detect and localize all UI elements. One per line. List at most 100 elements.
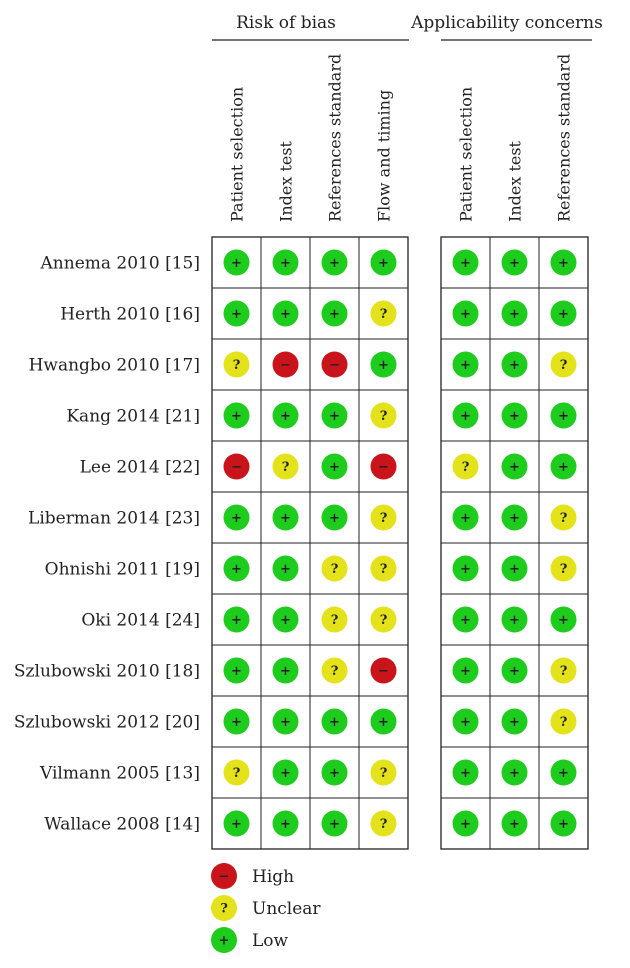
judgement-high-dot: [370, 657, 397, 684]
judgement-low-symbol: +: [231, 715, 242, 730]
judgement-low-dot: [501, 453, 528, 480]
judgement-low-dot: [550, 810, 577, 837]
judgement-low-dot: [321, 249, 348, 276]
judgement-unclear-dot: [550, 504, 577, 531]
judgement-low-symbol: +: [460, 817, 471, 832]
judgement-low-dot: [501, 402, 528, 429]
study-label: Hwangbo 2010 [17]: [29, 356, 200, 376]
judgement-low-symbol: +: [329, 409, 340, 424]
judgement-high-symbol: −: [378, 460, 389, 475]
judgement-low-dot: [550, 300, 577, 327]
study-label: Liberman 2014 [23]: [28, 509, 200, 529]
judgement-low-dot: [272, 708, 299, 735]
judgement-unclear-dot: [370, 606, 397, 633]
judgement-unclear-symbol: ?: [560, 715, 568, 730]
judgement-low-symbol: +: [329, 715, 340, 730]
column-label: Flow and timing: [375, 90, 394, 222]
judgement-low-symbol: +: [558, 409, 569, 424]
judgement-low-dot: [501, 249, 528, 276]
judgement-unclear-symbol: ?: [380, 307, 388, 322]
judgement-low-symbol: +: [231, 307, 242, 322]
study-label: Szlubowski 2012 [20]: [14, 713, 200, 733]
judgement-low-symbol: +: [460, 664, 471, 679]
judgement-low-symbol: +: [280, 817, 291, 832]
judgement-low-dot: [501, 657, 528, 684]
judgement-low-symbol: +: [558, 817, 569, 832]
judgement-low-dot: [452, 351, 479, 378]
judgement-unclear-symbol: ?: [380, 766, 388, 781]
judgement-low-symbol: +: [280, 511, 291, 526]
judgement-low-dot: [501, 351, 528, 378]
judgement-low-symbol: +: [460, 562, 471, 577]
study-label: Ohnishi 2011 [19]: [45, 560, 200, 580]
judgement-low-dot: [223, 708, 250, 735]
judgement-low-dot: [501, 810, 528, 837]
group-title: Risk of bias: [236, 13, 336, 33]
judgement-low-symbol: +: [460, 307, 471, 322]
judgement-unclear-dot: [550, 351, 577, 378]
judgement-unclear-dot: [370, 759, 397, 786]
judgement-unclear-symbol: ?: [331, 664, 339, 679]
judgement-low-dot: [452, 300, 479, 327]
judgement-low-symbol: +: [378, 256, 389, 271]
judgement-unclear-dot: [370, 300, 397, 327]
column-label: Patient selection: [457, 87, 476, 222]
judgement-low-dot: [223, 555, 250, 582]
judgement-low-dot: [272, 402, 299, 429]
judgement-unclear-dot: [550, 708, 577, 735]
judgement-high-symbol: −: [280, 358, 291, 373]
judgement-low-dot: [223, 810, 250, 837]
judgement-high-symbol: −: [231, 460, 242, 475]
judgement-low-dot: [370, 249, 397, 276]
judgement-low-dot: [223, 402, 250, 429]
study-label: Szlubowski 2010 [18]: [14, 662, 200, 682]
judgement-low-symbol: +: [280, 715, 291, 730]
judgement-unclear-symbol: ?: [380, 613, 388, 628]
judgement-high-symbol: −: [329, 358, 340, 373]
judgement-low-dot: [550, 402, 577, 429]
judgement-unclear-dot: [223, 351, 250, 378]
judgement-low-symbol: +: [558, 256, 569, 271]
judgement-low-dot: [321, 300, 348, 327]
legend-high-label: High: [252, 867, 294, 887]
judgement-high-dot: [272, 351, 299, 378]
judgement-low-dot: [550, 249, 577, 276]
judgement-low-dot: [272, 606, 299, 633]
judgement-low-symbol: +: [231, 817, 242, 832]
judgement-unclear-dot: [370, 402, 397, 429]
group-title: Applicability concerns: [410, 13, 603, 33]
judgement-low-dot: [452, 504, 479, 531]
judgement-low-dot: [321, 402, 348, 429]
judgement-unclear-symbol: ?: [233, 358, 241, 373]
study-label: Oki 2014 [24]: [81, 611, 200, 631]
judgement-low-symbol: +: [231, 664, 242, 679]
judgement-low-dot: [272, 504, 299, 531]
judgement-low-symbol: +: [329, 460, 340, 475]
judgement-unclear-dot: [321, 657, 348, 684]
judgement-unclear-symbol: ?: [560, 358, 568, 373]
judgement-unclear-symbol: ?: [560, 664, 568, 679]
judgement-low-symbol: +: [231, 256, 242, 271]
judgement-high-symbol: −: [378, 664, 389, 679]
judgement-low-symbol: +: [280, 562, 291, 577]
judgement-low-symbol: +: [509, 613, 520, 628]
judgement-unclear-dot: [321, 555, 348, 582]
judgement-low-symbol: +: [280, 613, 291, 628]
judgement-low-dot: [501, 708, 528, 735]
judgement-low-dot: [452, 555, 479, 582]
judgement-low-dot: [452, 402, 479, 429]
judgement-unclear-symbol: ?: [380, 409, 388, 424]
judgement-low-dot: [272, 249, 299, 276]
legend-low-label: Low: [252, 931, 289, 951]
column-label: References standard: [555, 54, 574, 222]
study-label: Wallace 2008 [14]: [44, 815, 200, 835]
judgement-low-dot: [370, 708, 397, 735]
study-label: Lee 2014 [22]: [80, 458, 200, 478]
judgement-low-symbol: +: [509, 766, 520, 781]
judgement-low-symbol: +: [558, 460, 569, 475]
study-label: Herth 2010 [16]: [60, 305, 200, 325]
judgement-unclear-dot: [272, 453, 299, 480]
column-label: Index test: [277, 140, 296, 222]
column-label: References standard: [326, 54, 345, 222]
